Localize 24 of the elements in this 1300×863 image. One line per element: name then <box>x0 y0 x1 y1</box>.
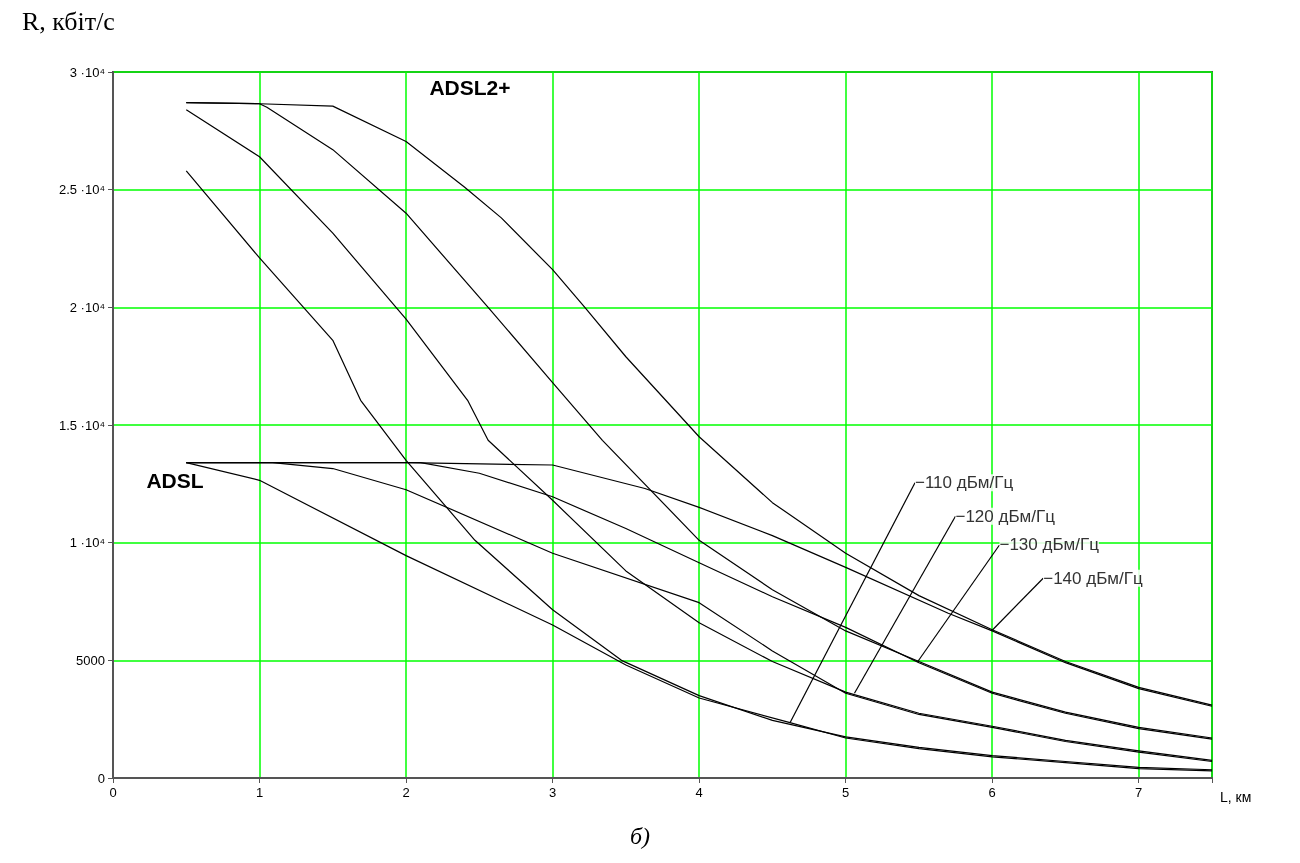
annotation: ADSL2+ <box>429 75 511 99</box>
x-tick-label: 7 <box>1135 785 1143 800</box>
text: б) <box>629 823 651 849</box>
y-tick-label: 1 ·10⁴ <box>69 535 105 551</box>
x-tick-label: 4 <box>695 785 703 800</box>
x-axis-title: L, км <box>1220 789 1252 805</box>
x-tick-label: 0 <box>109 785 117 800</box>
x-tick-label: 1 <box>255 785 264 800</box>
y-tick-label: 5000 <box>76 652 105 668</box>
x-tick-label: 5 <box>842 785 850 800</box>
annotation: −110 дБм/Гц <box>914 473 1014 493</box>
y-tick-label: 3 ·10⁴ <box>69 64 105 80</box>
annotation: −140 дБм/Гц <box>1043 568 1143 588</box>
x-tick-label: 6 <box>988 785 996 800</box>
x-tick-label: 2 <box>402 785 410 800</box>
y-tick-label: 1.5 ·10⁴ <box>58 417 105 433</box>
annotation: −120 дБм/Гц <box>955 506 1056 526</box>
x-tick-label: 3 <box>548 785 557 800</box>
y-tick-label: 2 ·10⁴ <box>69 299 105 315</box>
annotation: ADSL <box>146 468 204 492</box>
y-axis-title: R, кбіт/с <box>22 6 115 36</box>
annotation: −130 дБм/Гц <box>999 535 1100 555</box>
y-tick-label: 2.5 ·10⁴ <box>58 182 105 198</box>
y-tick-label: 0 <box>97 770 105 786</box>
